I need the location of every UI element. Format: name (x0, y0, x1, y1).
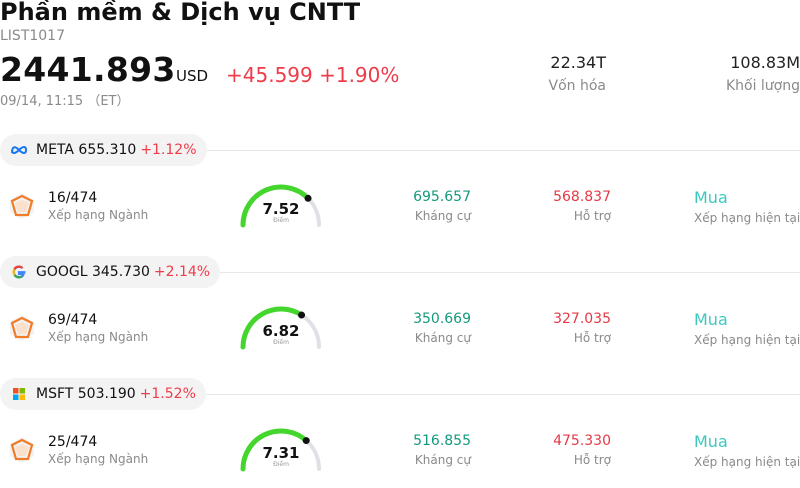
market-cap-value: 22.34T (550, 53, 606, 72)
rank-label: Xếp hạng Ngành (48, 452, 149, 466)
stock-pill-msft[interactable]: MSFT 503.190 +1.52% (0, 378, 206, 410)
volume-label: Khối lượng (725, 78, 800, 94)
score-gauge (240, 184, 321, 228)
google-logo-icon (10, 263, 28, 281)
support-label: Hỗ trợ (573, 331, 611, 345)
gauge-marker (302, 437, 310, 445)
resistance-label: Kháng cự (414, 453, 471, 467)
support-value: 475.330 (553, 433, 611, 449)
resistance-value: 516.855 (413, 433, 471, 449)
rank-value: 16/474 (48, 190, 98, 206)
rating-value: Mua (694, 188, 728, 207)
rating-value: Mua (694, 432, 728, 451)
rank-value: 25/474 (48, 434, 98, 450)
rating-label: Xếp hạng hiện tại (694, 211, 800, 225)
index-price: 2441.893 (0, 50, 176, 89)
score-value: 7.52 (262, 200, 300, 218)
gauge-marker (298, 311, 306, 319)
industry-rank-icon (10, 193, 34, 219)
meta-logo-icon (10, 141, 28, 159)
rank-label: Xếp hạng Ngành (48, 330, 149, 344)
microsoft-logo-icon (10, 385, 28, 403)
score-label: Điểm (273, 461, 289, 468)
section-divider (0, 394, 800, 395)
rank-value: 69/474 (48, 312, 98, 328)
stock-change: +1.12% (140, 142, 197, 158)
price-change: +45.599 +1.90% (226, 63, 400, 87)
score-value: 6.82 (262, 322, 300, 340)
gauge-marker (304, 194, 312, 202)
support-value: 568.837 (553, 189, 611, 205)
stock-change: +2.14% (153, 264, 211, 280)
support-label: Hỗ trợ (573, 453, 611, 467)
rating-label: Xếp hạng hiện tại (694, 455, 800, 469)
rank-label: Xếp hạng Ngành (48, 208, 149, 222)
industry-rank-icon (10, 437, 34, 463)
resistance-value: 350.669 (413, 311, 471, 327)
section-divider (0, 272, 800, 273)
score-label: Điểm (273, 339, 289, 346)
support-value: 327.035 (553, 311, 611, 327)
stock-change: +1.52% (139, 386, 196, 402)
volume-value: 108.83M (730, 53, 800, 72)
resistance-value: 695.657 (413, 189, 471, 205)
support-label: Hỗ trợ (573, 209, 611, 223)
stock-symbol: MSFT 503.190 (36, 386, 136, 402)
page-title: Phần mềm & Dịch vụ CNTT (0, 0, 361, 26)
industry-rank-icon (10, 315, 34, 341)
rating-value: Mua (694, 310, 728, 329)
market-cap-label: Vốn hóa (548, 78, 606, 94)
resistance-label: Kháng cự (414, 209, 471, 223)
stock-pill-googl[interactable]: GOOGL 345.730 +2.14% (0, 256, 221, 288)
rating-label: Xếp hạng hiện tại (694, 333, 800, 347)
currency-label: USD (176, 67, 209, 85)
stock-symbol: GOOGL 345.730 (36, 264, 150, 280)
stock-pill-meta[interactable]: META 655.310 +1.12% (0, 134, 207, 166)
index-code: LIST1017 (0, 28, 65, 44)
section-divider (0, 150, 800, 151)
score-gauge (240, 428, 321, 472)
timestamp: 09/14, 11:15 （ET） (0, 94, 130, 109)
score-gauge (240, 306, 321, 350)
stock-symbol: META 655.310 (36, 142, 137, 158)
score-label: Điểm (273, 217, 289, 224)
resistance-label: Kháng cự (414, 331, 471, 345)
score-value: 7.31 (262, 444, 300, 462)
